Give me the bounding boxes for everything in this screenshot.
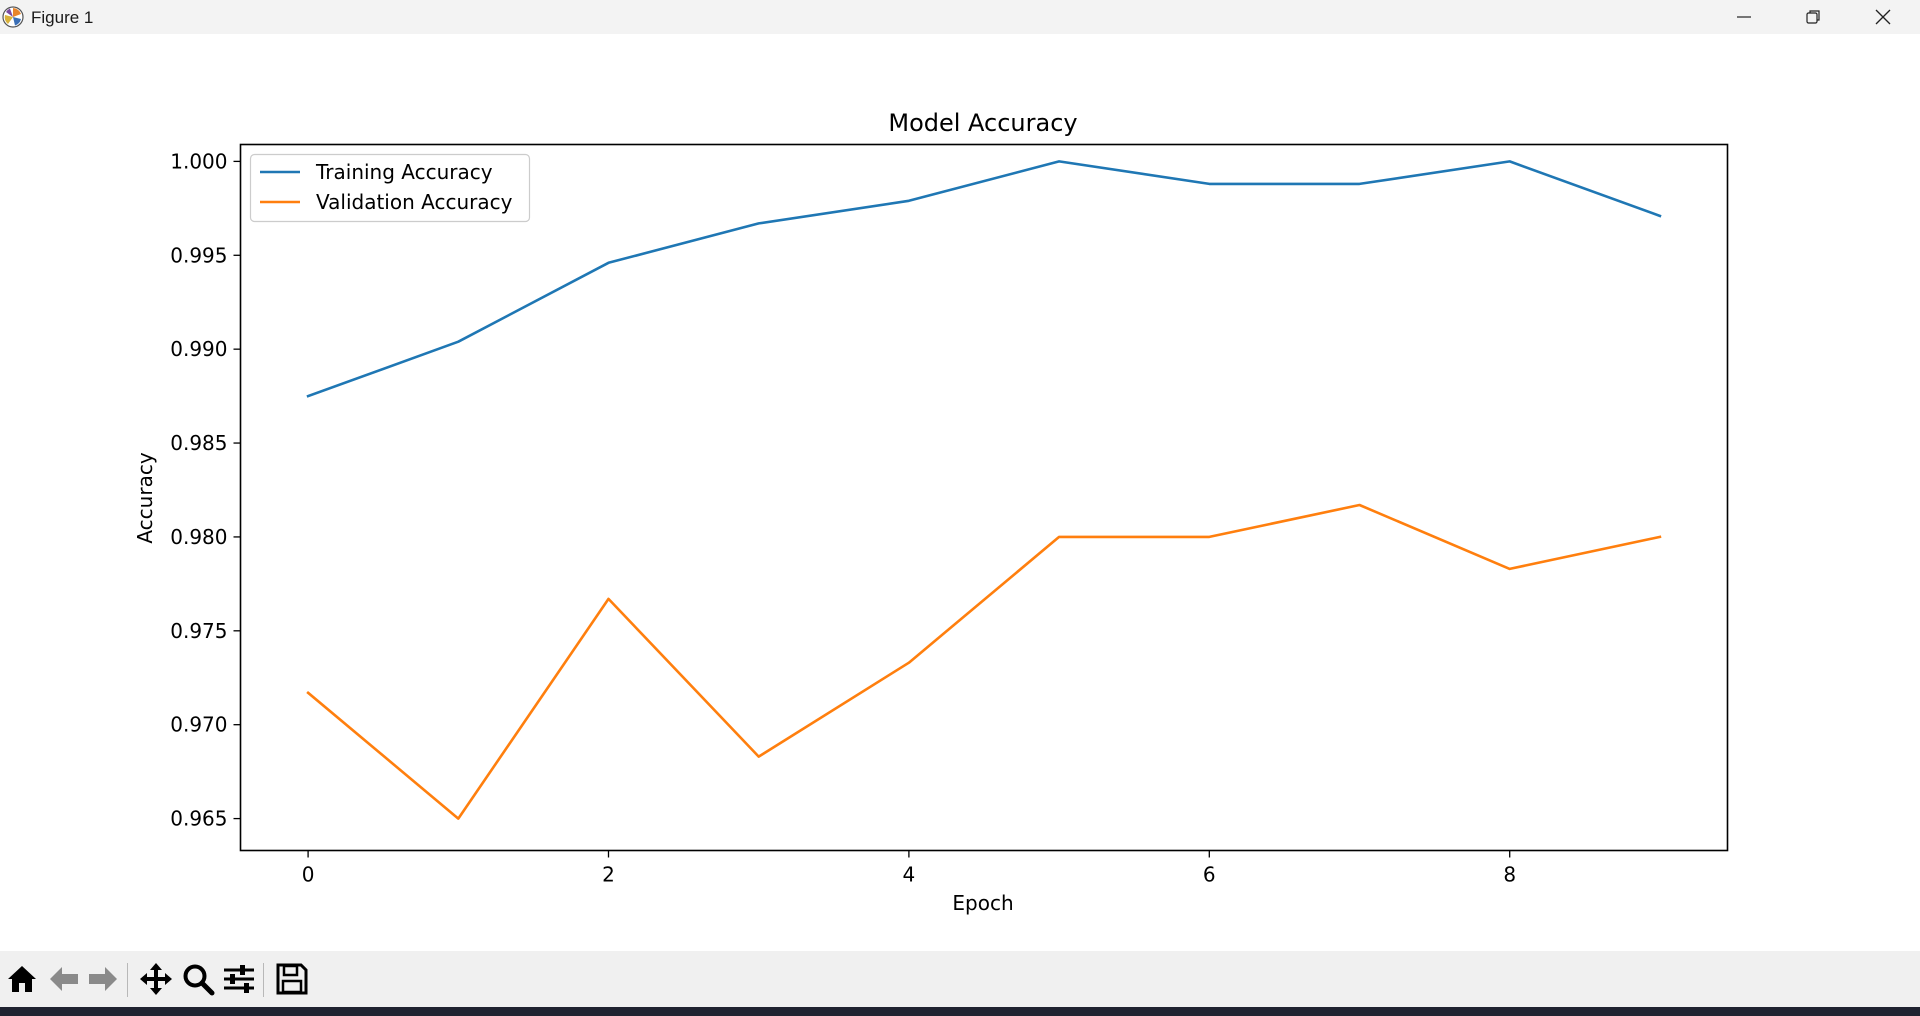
forward-arrow-icon [89,967,117,991]
configure-subplots-icon [224,965,254,993]
y-tick-label: 0.985 [170,431,227,455]
series-lines [306,160,1662,820]
toolbar-separator [127,963,128,997]
back-button[interactable] [44,959,84,999]
home-icon [8,966,36,992]
accuracy-chart: Model Accuracy Epoch Accuracy 0 2 4 6 8 0.965… [133,109,1729,915]
legend: Training Accuracy Validation Accuracy [249,153,531,223]
x-tick-label: 6 [1203,863,1216,887]
axis-ticks: 0 2 4 6 8 0.965 0.970 0.975 0.980 0.985 0.990 0.995… [170,149,1516,886]
zoom-icon [183,964,215,996]
forward-button[interactable] [83,959,123,999]
window-title: Figure 1 [31,8,94,27]
pan-button[interactable] [136,959,176,999]
figure-canvas[interactable]: Model Accuracy Epoch Accuracy 0 2 4 6 8 0.965… [0,34,1920,951]
y-tick-label: 0.980 [170,525,227,549]
save-icon [276,963,308,995]
y-tick-label: 0.965 [170,807,227,831]
x-tick-label: 0 [302,863,315,887]
restore-icon [1806,10,1820,24]
axes-frame [239,143,1729,852]
y-tick-label: 0.995 [170,243,227,267]
x-axis-label: Epoch [952,891,1013,915]
y-tick-label: 1.000 [170,149,227,173]
save-button[interactable] [272,959,312,999]
restore-button[interactable] [1778,0,1848,34]
window-titlebar: Figure 1 [0,0,1920,34]
chart-title: Model Accuracy [888,109,1077,137]
y-tick-label: 0.990 [170,337,227,361]
x-tick-label: 2 [602,863,615,887]
toolbar-separator [263,963,264,997]
matplotlib-logo-icon [2,6,24,28]
home-button[interactable] [2,959,42,999]
close-icon [1875,9,1891,25]
pan-icon [140,963,172,995]
x-tick-label: 8 [1503,863,1516,887]
x-tick-label: 4 [903,863,916,887]
series-line-0 [306,160,1662,398]
configure-subplots-button[interactable] [219,959,259,999]
legend-label: Training Accuracy [315,160,493,184]
os-taskbar [0,1007,1920,1016]
back-arrow-icon [50,967,78,991]
legend-frame [249,153,531,223]
minimize-icon [1737,16,1751,18]
minimize-button[interactable] [1709,0,1779,34]
close-button[interactable] [1848,0,1918,34]
y-axis-label: Accuracy [133,452,157,543]
y-tick-label: 0.975 [170,619,227,643]
navigation-toolbar [0,951,1920,1007]
y-tick-label: 0.970 [170,713,227,737]
zoom-button[interactable] [178,959,218,999]
series-line-1 [306,503,1662,820]
legend-label: Validation Accuracy [316,190,513,214]
